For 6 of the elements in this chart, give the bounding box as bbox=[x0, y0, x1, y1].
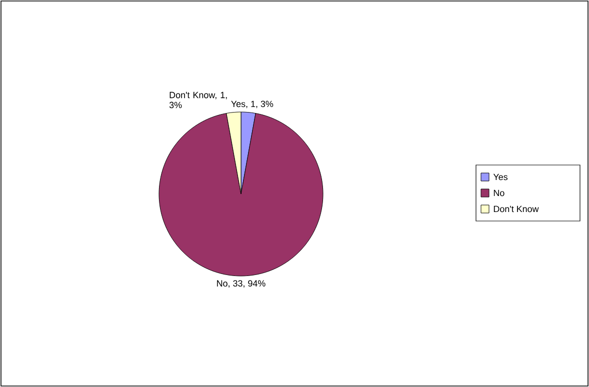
legend-label: Yes bbox=[493, 174, 508, 180]
legend-label: No bbox=[494, 190, 504, 196]
data-label: No, 33, 94% bbox=[217, 280, 266, 288]
legend-label: Don't Know bbox=[494, 206, 539, 212]
data-label: Yes, 1, 3% bbox=[231, 100, 274, 108]
data-label: Don't Know, 1, 3% bbox=[169, 92, 227, 108]
